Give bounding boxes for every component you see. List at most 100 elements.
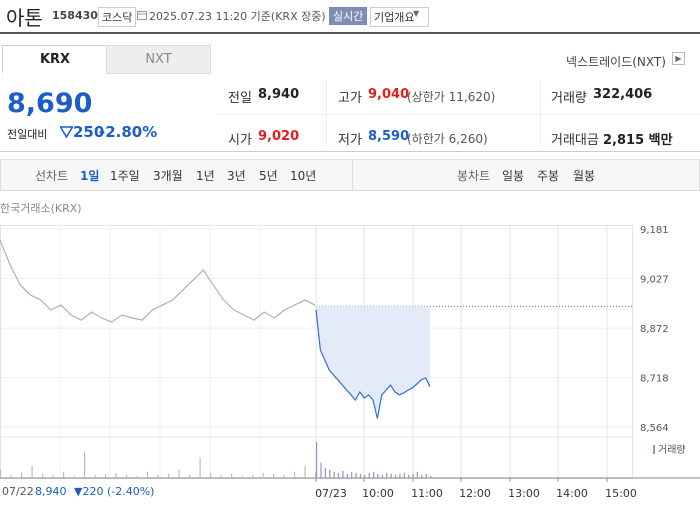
- volume-bar: [136, 475, 138, 478]
- period-button[interactable]: 1일: [80, 169, 100, 183]
- volume-bar: [425, 473, 427, 478]
- volume-bar: [381, 474, 383, 478]
- volume-bar: [315, 472, 317, 478]
- period-button[interactable]: 일봉: [502, 169, 525, 183]
- price-line: [315, 309, 431, 419]
- stock-code: 158430: [52, 9, 98, 22]
- period-button[interactable]: 3개월: [153, 169, 183, 183]
- price-line: [0, 239, 316, 323]
- volume-bar: [316, 442, 318, 478]
- volume-bar: [105, 473, 107, 478]
- volume-bar: [416, 471, 419, 478]
- volume-bar: [324, 467, 326, 478]
- toolbar: [0, 159, 700, 191]
- volume-bar: [294, 471, 296, 478]
- volume-bar: [304, 465, 306, 478]
- volume-bar: [377, 473, 379, 478]
- calendar-icon: [137, 11, 147, 20]
- divider: [218, 114, 700, 115]
- volume-bar: [220, 474, 222, 478]
- change-label: 전일대비: [7, 128, 48, 141]
- realtime-badge[interactable]: 실시간: [329, 7, 368, 25]
- volume-bar: [373, 471, 375, 478]
- volume-bar: [84, 452, 86, 478]
- divider: [352, 159, 353, 191]
- market-badge: 코스닥: [98, 7, 137, 27]
- change-rate: -2.80%: [99, 123, 158, 141]
- volume-bar: [42, 473, 44, 478]
- volume-bar: [399, 473, 401, 478]
- tab-krx[interactable]: KRX: [2, 45, 108, 73]
- x-tick-label: 07/23: [315, 487, 347, 500]
- volume-bar: [21, 472, 23, 478]
- period-button[interactable]: 주봉: [537, 169, 560, 183]
- stat-label: 시가: [228, 133, 252, 148]
- stat-label: 거래대금: [551, 133, 599, 148]
- volume-bar: [168, 473, 170, 478]
- link-arrow[interactable]: ▶: [672, 52, 685, 65]
- volume-bar: [351, 471, 353, 478]
- chart-type-label: 봉차트: [457, 169, 491, 183]
- volume-bar: [210, 472, 212, 478]
- volume-bar: [178, 469, 180, 478]
- legend-swatch: [653, 445, 655, 454]
- datetime: 2025.07.23 11:20 기준(KRX 장중): [149, 10, 326, 23]
- volume-bar: [346, 473, 348, 478]
- volume-bar: [355, 472, 357, 478]
- volume-bar: [283, 474, 285, 478]
- volume-bar: [73, 475, 75, 478]
- volume-bar: [231, 473, 233, 478]
- stat-sub: (상한가 11,620): [407, 90, 496, 104]
- tab-nxt[interactable]: NXT: [106, 45, 211, 74]
- dropdown-arrow: ▼: [413, 9, 420, 18]
- period-button[interactable]: 3년: [227, 169, 246, 183]
- x-tick-label: 10:00: [362, 487, 394, 500]
- stat-sub: (하한가 6,260): [407, 132, 488, 146]
- volume-bar: [342, 470, 344, 478]
- volume-bar: [147, 471, 149, 478]
- y-tick-label: 8,872: [640, 324, 669, 335]
- period-button[interactable]: 10년: [290, 169, 317, 183]
- x-tick-label: 11:00: [411, 487, 443, 500]
- overview-button[interactable]: 기업개요: [370, 7, 430, 27]
- stat-label: 저가: [338, 133, 362, 148]
- x-tick-label: 14:00: [556, 487, 588, 500]
- stat-value: 8,590: [368, 129, 410, 144]
- volume-bar: [126, 474, 128, 478]
- x-tick-label: 13:00: [508, 487, 540, 500]
- volume-bar: [333, 471, 335, 478]
- volume-bar: [390, 473, 392, 478]
- period-button[interactable]: 1년: [196, 169, 215, 183]
- period-button[interactable]: 월봉: [573, 169, 596, 183]
- volume-bar: [320, 462, 322, 478]
- volume-bar: [115, 472, 117, 478]
- chart-type-label: 선차트: [35, 169, 69, 183]
- volume-bar: [329, 469, 331, 478]
- volume-bar: [94, 474, 96, 478]
- volume-bar: [31, 465, 33, 478]
- legend-label: 거래량: [658, 444, 686, 456]
- stat-value: 9,040: [368, 87, 410, 102]
- header-rule: [0, 32, 700, 34]
- current-price: 8,690: [7, 88, 93, 119]
- volume-bar: [199, 457, 201, 478]
- x-tick-label: 12:00: [459, 487, 491, 500]
- period-button[interactable]: 5년: [259, 169, 278, 183]
- footer-date: 07/22: [2, 485, 34, 498]
- divider: [326, 80, 327, 146]
- volume-bar: [421, 474, 423, 478]
- volume-bar: [52, 474, 54, 478]
- footer-close: 8,940: [35, 485, 67, 498]
- footer-change: ▼220 (-2.40%): [74, 485, 154, 498]
- volume-bar: [189, 474, 191, 478]
- period-button[interactable]: 1주일: [110, 169, 140, 183]
- stat-value: 9,020: [258, 129, 300, 144]
- volume-bar: [386, 472, 388, 478]
- stock-name: 아톤: [6, 6, 43, 30]
- chart: 한국거래소(KRX) 9,181 9,027 8,872 8,718 8,564 07/23…: [0, 202, 700, 500]
- volume-bar: [0, 469, 2, 478]
- volume-bar: [63, 471, 65, 478]
- nxt-link[interactable]: 넥스트레이드(NXT): [566, 55, 666, 69]
- divider: [540, 80, 541, 146]
- volume-bar: [262, 472, 264, 478]
